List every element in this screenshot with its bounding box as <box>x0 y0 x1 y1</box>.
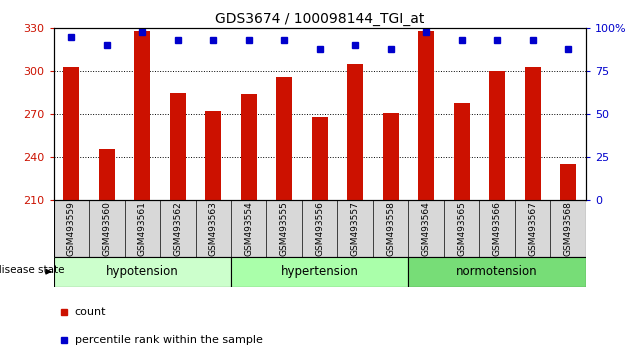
Text: GSM493566: GSM493566 <box>493 201 501 256</box>
Bar <box>276 77 292 200</box>
Text: GSM493562: GSM493562 <box>173 201 182 256</box>
Bar <box>231 257 408 287</box>
Text: normotension: normotension <box>456 265 538 278</box>
Text: GSM493568: GSM493568 <box>564 201 573 256</box>
Bar <box>560 164 576 200</box>
Text: GSM493558: GSM493558 <box>386 201 395 256</box>
Title: GDS3674 / 100098144_TGI_at: GDS3674 / 100098144_TGI_at <box>215 12 425 26</box>
Text: GSM493560: GSM493560 <box>102 201 112 256</box>
Text: GSM493565: GSM493565 <box>457 201 466 256</box>
Text: GSM493559: GSM493559 <box>67 201 76 256</box>
Text: GSM493567: GSM493567 <box>528 201 537 256</box>
Text: GSM493556: GSM493556 <box>315 201 324 256</box>
Text: hypertension: hypertension <box>281 265 358 278</box>
Text: count: count <box>75 307 106 317</box>
Bar <box>99 148 115 200</box>
Bar <box>169 93 186 200</box>
Text: GSM493557: GSM493557 <box>351 201 360 256</box>
Text: GSM493564: GSM493564 <box>421 201 431 256</box>
Bar <box>347 64 364 200</box>
Bar <box>408 257 586 287</box>
Text: GSM493554: GSM493554 <box>244 201 253 256</box>
Bar <box>241 94 257 200</box>
Bar <box>454 103 470 200</box>
Bar <box>205 111 221 200</box>
Bar <box>382 113 399 200</box>
Text: percentile rank within the sample: percentile rank within the sample <box>75 335 263 345</box>
Bar <box>489 71 505 200</box>
Bar <box>312 117 328 200</box>
Bar <box>134 31 151 200</box>
Bar <box>525 67 541 200</box>
Text: GSM493561: GSM493561 <box>138 201 147 256</box>
Bar <box>63 67 79 200</box>
Bar <box>418 31 434 200</box>
Text: disease state: disease state <box>0 265 64 275</box>
Text: GSM493563: GSM493563 <box>209 201 218 256</box>
Text: hypotension: hypotension <box>106 265 179 278</box>
Text: GSM493555: GSM493555 <box>280 201 289 256</box>
Bar <box>54 257 231 287</box>
